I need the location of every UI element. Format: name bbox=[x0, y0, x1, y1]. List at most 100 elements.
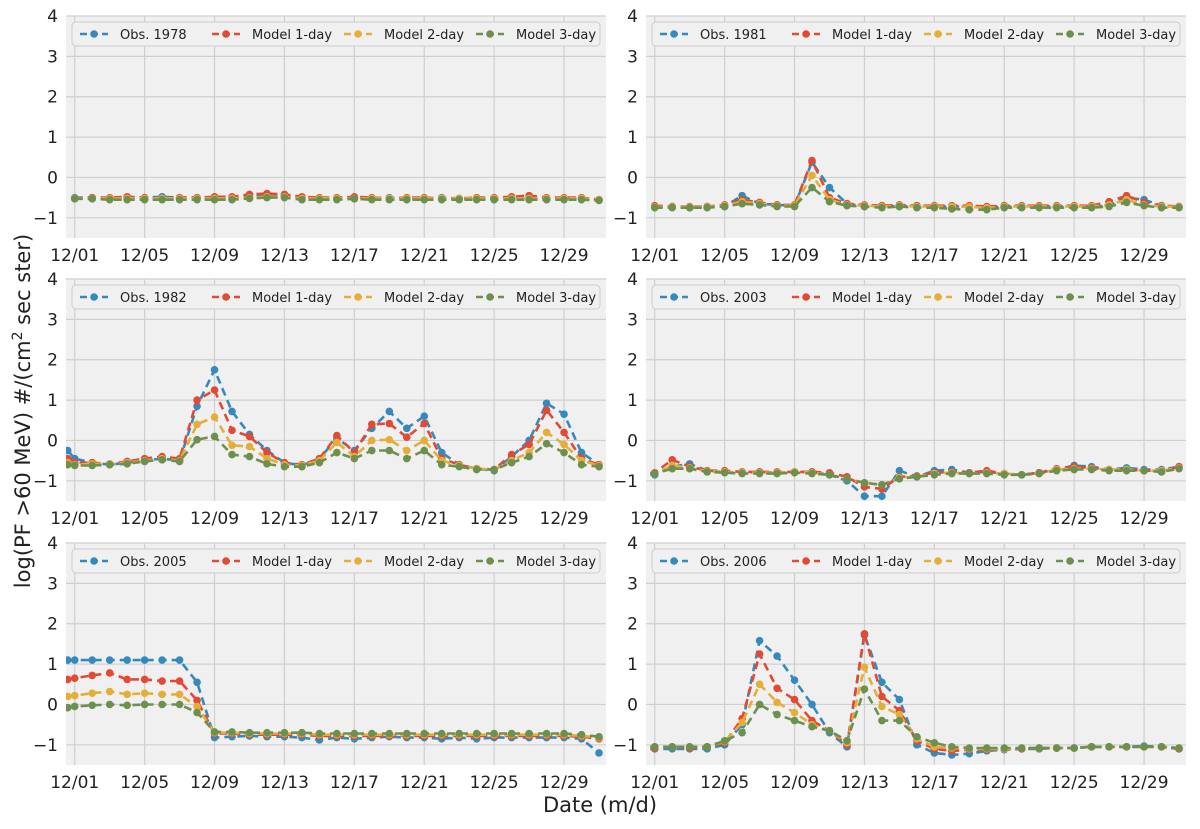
legend-box bbox=[71, 21, 601, 47]
data-point bbox=[420, 195, 429, 204]
data-point bbox=[1122, 466, 1131, 475]
data-point bbox=[88, 701, 97, 710]
data-point bbox=[455, 729, 464, 738]
legend-label: Model 3-day bbox=[516, 28, 596, 43]
data-point bbox=[402, 195, 411, 204]
data-point bbox=[70, 195, 79, 203]
subplot-3: −1 0 1 2 3 4 12/01 12/05 12/09 12/13 12/17 12/21 12/… bbox=[0, 270, 606, 529]
data-point bbox=[1017, 744, 1026, 752]
data-point bbox=[455, 195, 464, 204]
data-point bbox=[930, 739, 939, 747]
y-tick-label: 0 bbox=[627, 168, 638, 188]
data-point bbox=[70, 691, 79, 700]
data-point bbox=[105, 669, 114, 677]
legend: Obs. 1981 Model 1-day Model 2-day Model 3-d… bbox=[651, 21, 1181, 47]
data-point bbox=[668, 743, 677, 751]
legend-box bbox=[71, 548, 601, 574]
data-point bbox=[385, 195, 394, 204]
data-point bbox=[193, 696, 201, 705]
data-point bbox=[315, 195, 324, 204]
x-tick-label: 12/05 bbox=[700, 773, 749, 793]
data-point bbox=[385, 446, 394, 455]
data-point bbox=[350, 195, 359, 203]
data-point bbox=[228, 441, 236, 450]
data-point bbox=[175, 656, 184, 664]
data-point bbox=[965, 469, 974, 478]
subplot-2: −1 0 1 2 3 4 12/01 12/05 12/09 12/13 12/17 12/21 12/… bbox=[613, 7, 1186, 266]
data-point bbox=[123, 195, 131, 204]
x-tick-label: 12/25 bbox=[1050, 773, 1099, 793]
data-point bbox=[790, 202, 799, 211]
data-point bbox=[175, 677, 184, 685]
x-tick-label: 12/21 bbox=[980, 773, 1029, 793]
data-point bbox=[88, 671, 97, 680]
data-point bbox=[70, 702, 79, 711]
data-point bbox=[158, 690, 166, 699]
data-point bbox=[895, 710, 904, 719]
data-point bbox=[140, 689, 149, 697]
y-axis-label: log(PF >60 MeV) #/(cm2 sec ster) bbox=[10, 234, 35, 588]
data-point bbox=[105, 460, 114, 469]
x-tick-label: 12/13 bbox=[260, 773, 309, 793]
data-point bbox=[298, 462, 306, 471]
legend-label: Model 2-day bbox=[384, 555, 464, 570]
data-point bbox=[560, 448, 568, 457]
legend: Obs. 2003 Model 1-day Model 2-day Model 3-d… bbox=[651, 284, 1181, 310]
subplot-5: −1 0 1 2 3 4 12/01 12/05 12/09 12/13 12/17 12/21 12/… bbox=[33, 534, 606, 793]
data-point bbox=[577, 460, 586, 469]
data-point bbox=[948, 743, 956, 751]
data-point bbox=[66, 692, 72, 701]
data-point bbox=[790, 695, 799, 704]
data-point bbox=[720, 202, 729, 211]
data-point bbox=[825, 183, 834, 192]
legend-label: Model 1-day bbox=[252, 555, 332, 570]
x-tick-label: 12/05 bbox=[700, 509, 749, 529]
data-point bbox=[490, 729, 498, 738]
x-tick-label: 12/01 bbox=[630, 509, 679, 529]
legend: Obs. 1982 Model 1-day Model 2-day Model 3-d… bbox=[71, 284, 601, 310]
data-point bbox=[193, 678, 201, 687]
legend-label: Obs. 1981 bbox=[700, 28, 767, 43]
data-point bbox=[1035, 469, 1044, 478]
legend-label: Model 3-day bbox=[516, 291, 596, 306]
data-point bbox=[965, 205, 974, 214]
data-point bbox=[66, 460, 72, 469]
data-point bbox=[507, 729, 516, 738]
data-point bbox=[507, 450, 516, 459]
data-point bbox=[140, 700, 149, 709]
y-tick-label: 0 bbox=[47, 695, 58, 715]
data-point bbox=[1035, 744, 1044, 752]
data-point bbox=[0, 465, 4, 473]
data-point bbox=[1122, 743, 1131, 751]
x-tick-label: 12/05 bbox=[120, 246, 169, 266]
x-tick-label: 12/01 bbox=[50, 509, 99, 529]
x-axis-label-text: Date (m/d) bbox=[543, 793, 657, 817]
x-tick-label: 12/17 bbox=[910, 509, 959, 529]
data-point bbox=[420, 419, 429, 428]
data-point bbox=[542, 439, 551, 448]
data-point bbox=[245, 194, 254, 203]
legend-box bbox=[651, 284, 1181, 310]
data-point bbox=[525, 729, 533, 738]
data-point bbox=[913, 472, 921, 481]
x-tick-label: 12/05 bbox=[120, 773, 169, 793]
legend-label: Model 2-day bbox=[384, 28, 464, 43]
plot-area bbox=[66, 543, 606, 765]
data-point bbox=[88, 689, 97, 697]
x-tick-label: 12/21 bbox=[980, 246, 1029, 266]
x-tick-label: 12/29 bbox=[1120, 773, 1169, 793]
data-point bbox=[560, 195, 568, 204]
data-point bbox=[490, 465, 498, 474]
data-point bbox=[193, 708, 201, 717]
series-group bbox=[66, 656, 603, 757]
data-point bbox=[525, 195, 533, 204]
data-point bbox=[437, 460, 446, 469]
data-point bbox=[66, 656, 72, 664]
legend-label: Obs. 1982 bbox=[120, 291, 187, 306]
data-point bbox=[420, 412, 429, 421]
data-point bbox=[542, 399, 551, 408]
x-tick-label: 12/21 bbox=[400, 246, 449, 266]
data-point bbox=[525, 452, 533, 461]
data-point bbox=[1105, 466, 1113, 475]
data-point bbox=[895, 475, 904, 483]
